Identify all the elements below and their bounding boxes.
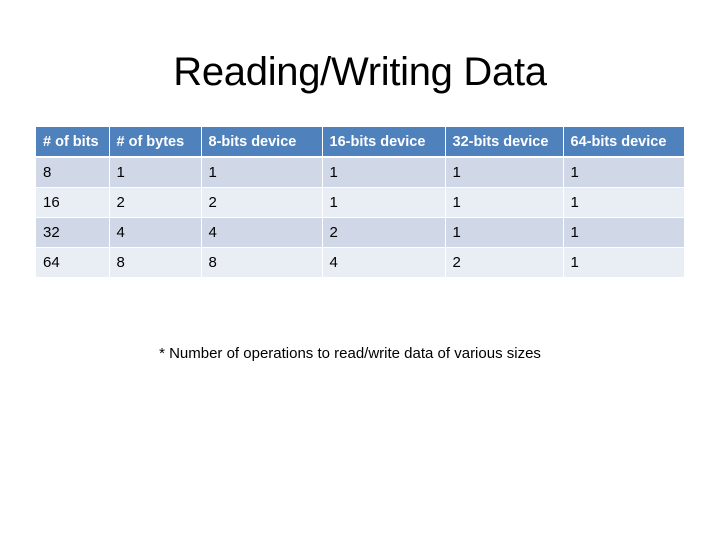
table-cell: 4 <box>201 217 323 248</box>
table-cell: 1 <box>563 217 684 248</box>
table-cell: 8 <box>36 157 110 188</box>
table-cell: 64 <box>36 247 110 278</box>
slide-title: Reading/Writing Data <box>173 50 547 94</box>
footnote: * Number of operations to read/write dat… <box>159 345 541 362</box>
table-cell: 1 <box>201 157 323 188</box>
table-cell: 8 <box>201 247 323 278</box>
table-cell: 2 <box>445 247 564 278</box>
header-8-bit-device: 8-bits device <box>201 127 323 158</box>
header-bits: # of bits <box>36 127 110 158</box>
operations-table: # of bits # of bytes 8-bits device 16-bi… <box>36 127 684 278</box>
header-bytes: # of bytes <box>109 127 202 158</box>
table-cell: 1 <box>445 187 564 218</box>
table-row: 32 4 4 2 1 1 <box>36 217 684 248</box>
table-cell: 2 <box>201 187 323 218</box>
table-cell: 1 <box>445 217 564 248</box>
table-cell: 16 <box>36 187 110 218</box>
table-cell: 2 <box>322 217 446 248</box>
table-cell: 1 <box>322 157 446 188</box>
table-cell: 4 <box>322 247 446 278</box>
table-cell: 1 <box>109 157 202 188</box>
table-cell: 1 <box>563 157 684 188</box>
header-32-bit-device: 32-bits device <box>445 127 564 158</box>
header-64-bit-device: 64-bits device <box>563 127 684 158</box>
table-cell: 1 <box>563 247 684 278</box>
table-header-row: # of bits # of bytes 8-bits device 16-bi… <box>36 127 684 158</box>
table-row: 16 2 2 1 1 1 <box>36 187 684 218</box>
table-cell: 32 <box>36 217 110 248</box>
table-row: 8 1 1 1 1 1 <box>36 157 684 188</box>
table-cell: 8 <box>109 247 202 278</box>
table-cell: 1 <box>445 157 564 188</box>
table-cell: 1 <box>563 187 684 218</box>
table-cell: 2 <box>109 187 202 218</box>
table-cell: 4 <box>109 217 202 248</box>
table-row: 64 8 8 4 2 1 <box>36 247 684 278</box>
table-cell: 1 <box>322 187 446 218</box>
header-16-bit-device: 16-bits device <box>322 127 446 158</box>
